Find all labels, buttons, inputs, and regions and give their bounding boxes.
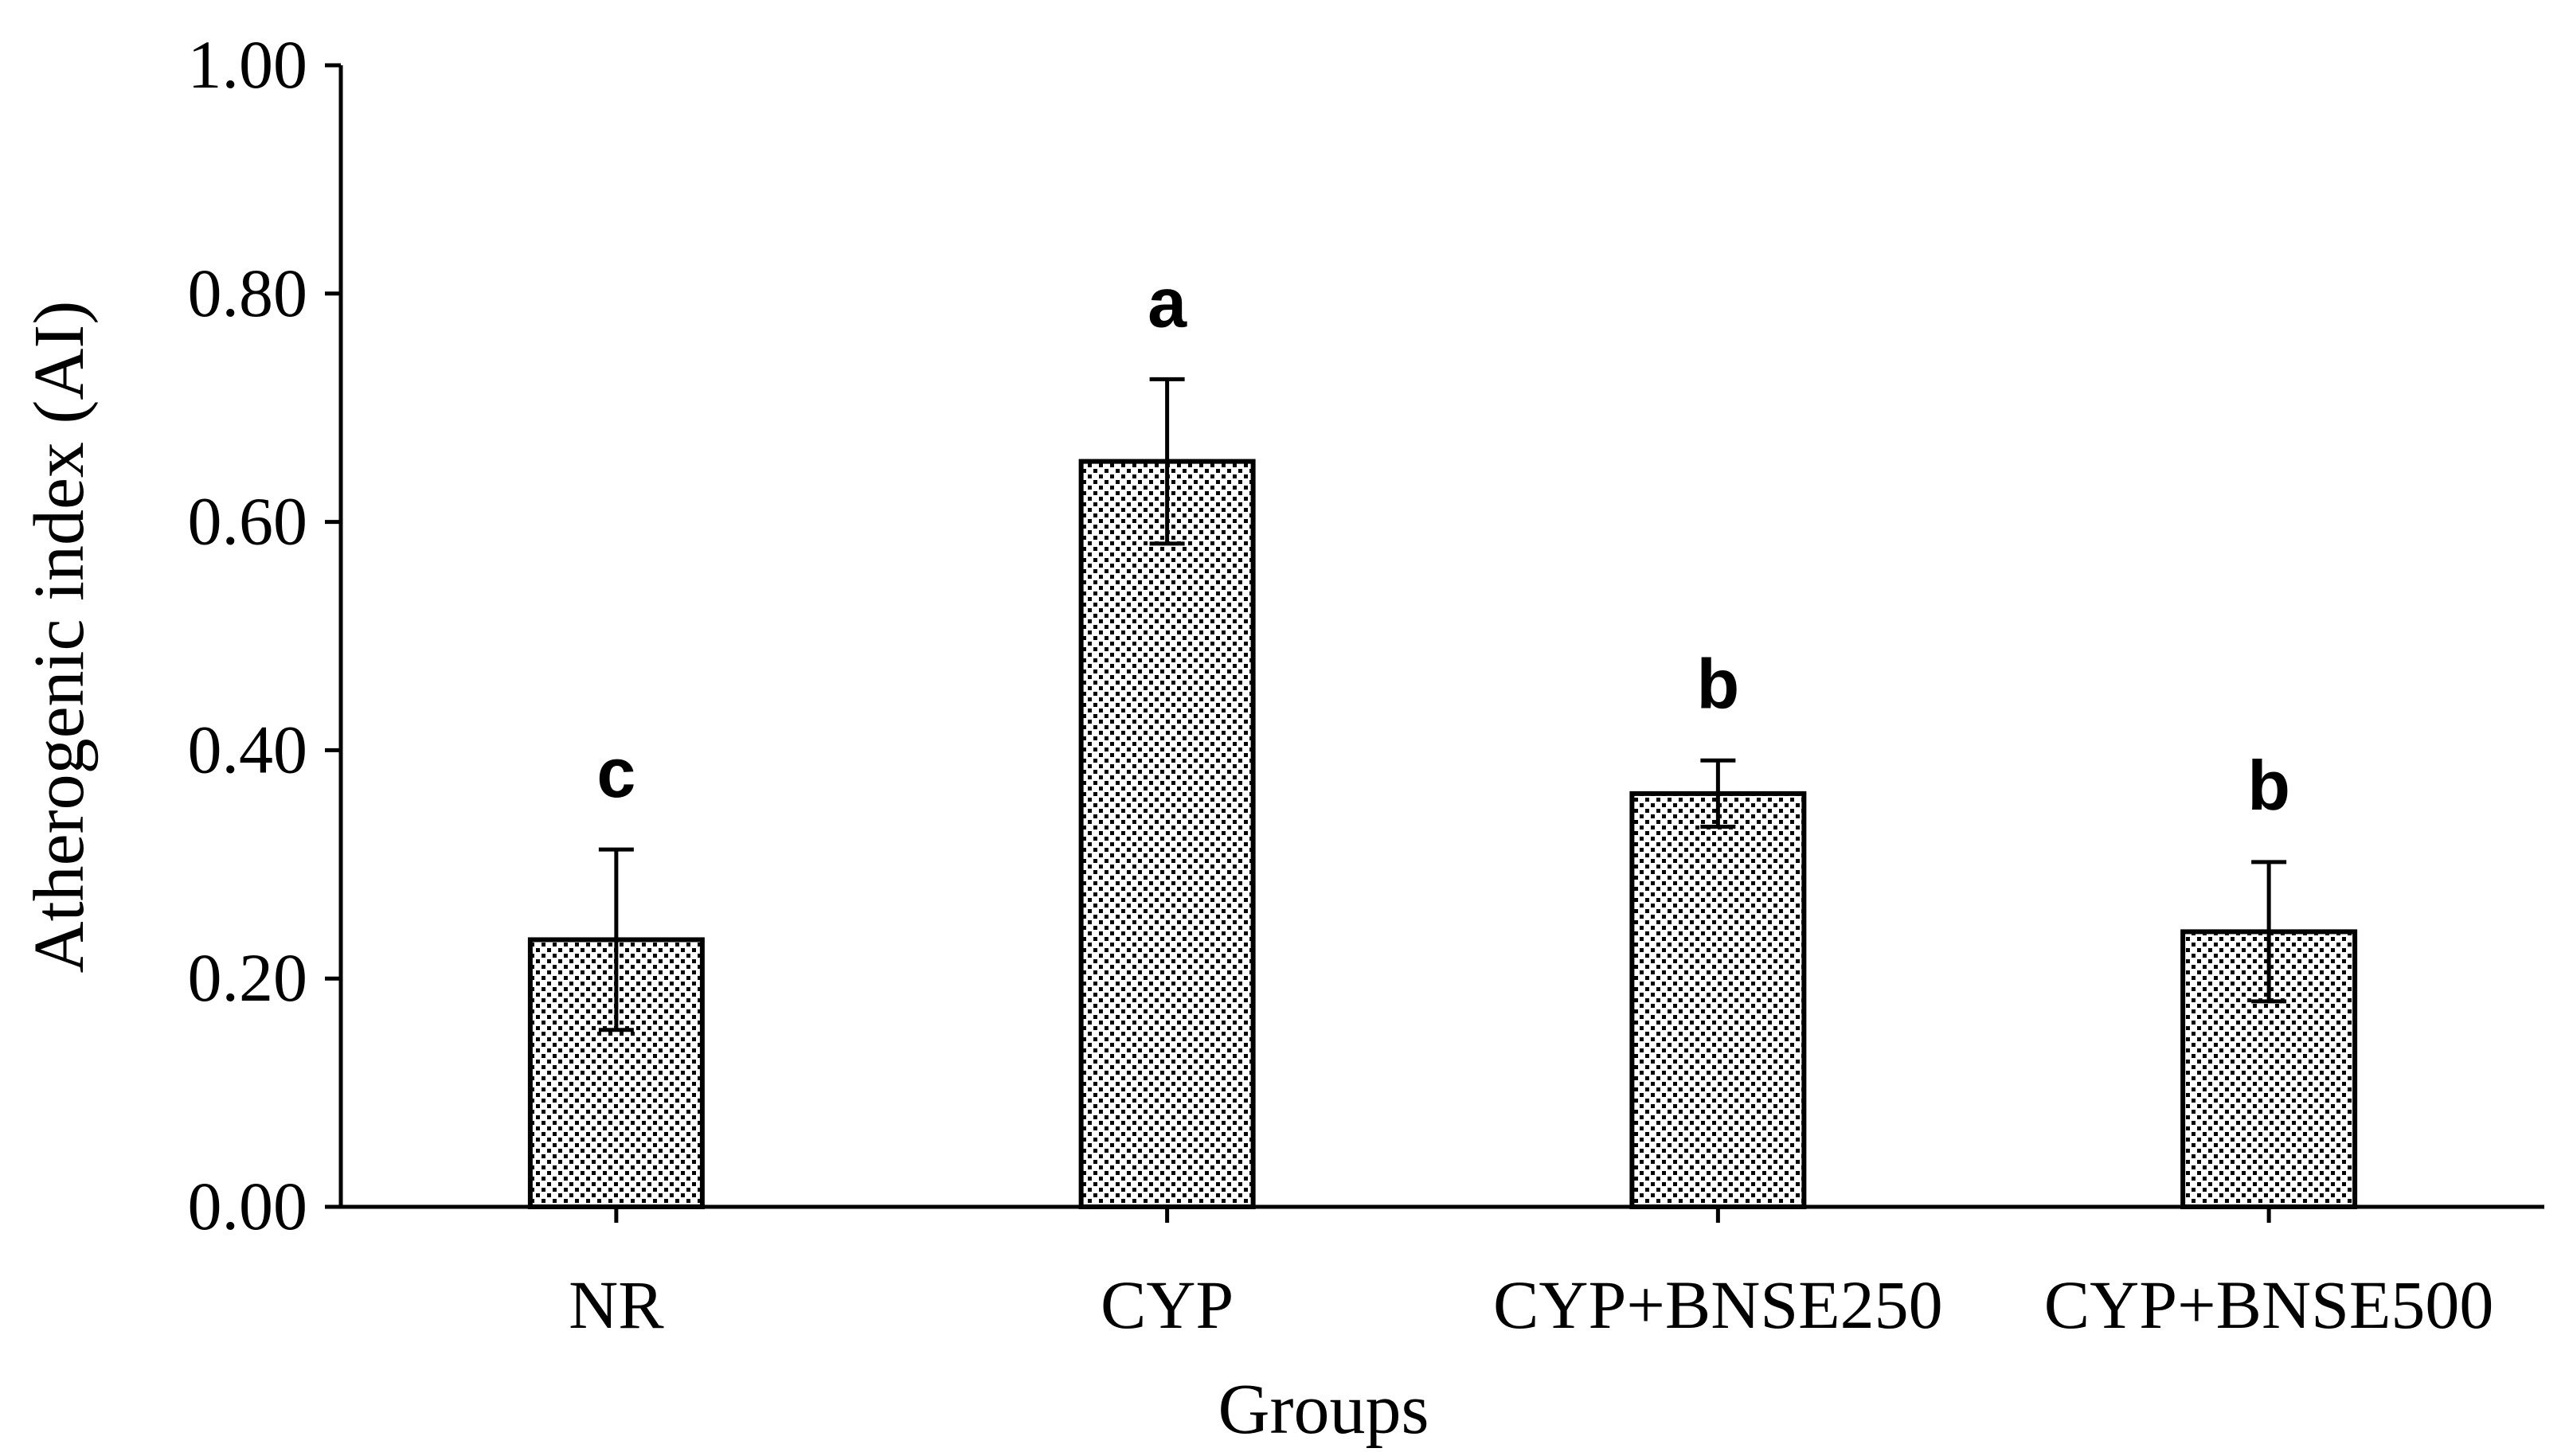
error-bar: [598, 847, 634, 1032]
x-tick-label: NR: [569, 1267, 664, 1343]
bars-layer: [527, 459, 2358, 1209]
y-tick-label: 1.00: [188, 26, 308, 103]
x-axis-title: Groups: [1218, 1370, 1429, 1449]
y-tick-label: 0.00: [188, 1168, 308, 1244]
significance-label: b: [1696, 644, 1739, 723]
x-tick-label: CYP+BNSE250: [1493, 1267, 1943, 1343]
error-bar: [2251, 860, 2287, 1004]
y-tick-label: 0.40: [188, 711, 308, 787]
y-ticks: 0.00 0.20 0.40 0.60 0.80 1.00: [188, 26, 341, 1244]
y-tick-label: 0.80: [188, 255, 308, 331]
bar-cyp-bnse250: [1629, 790, 1807, 1209]
error-bar: [1700, 758, 1736, 829]
y-tick-label: 0.20: [188, 939, 308, 1016]
y-axis-title: Atherogenic index (AI): [20, 301, 99, 974]
significance-labels: c a b b: [596, 263, 2290, 825]
significance-label: c: [596, 733, 635, 812]
x-tick-label: CYP+BNSE500: [2044, 1267, 2494, 1343]
significance-label: a: [1148, 263, 1187, 342]
y-tick-label: 0.60: [188, 483, 308, 560]
x-ticks: NR CYP CYP+BNSE250 CYP+BNSE500: [569, 1207, 2493, 1343]
error-bar: [1149, 377, 1185, 546]
error-bars-layer: [598, 377, 2287, 1032]
x-tick-label: CYP: [1101, 1267, 1234, 1343]
bar-cyp: [1078, 459, 1256, 1209]
significance-label: b: [2247, 746, 2290, 825]
